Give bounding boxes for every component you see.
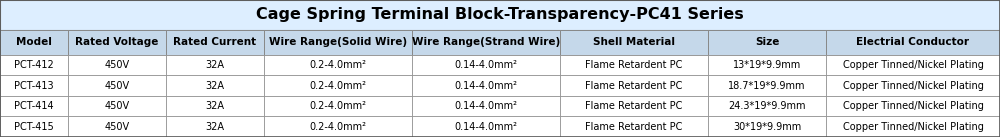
Bar bbox=[560, 30, 708, 55]
Text: 0.2-4.0mm²: 0.2-4.0mm² bbox=[310, 81, 366, 91]
Text: 0.14-4.0mm²: 0.14-4.0mm² bbox=[455, 60, 518, 70]
Text: Model: Model bbox=[16, 37, 52, 47]
Bar bbox=[560, 116, 708, 137]
Bar bbox=[166, 30, 264, 55]
Text: Shell Material: Shell Material bbox=[593, 37, 675, 47]
Bar bbox=[166, 75, 264, 96]
Text: Flame Retardent PC: Flame Retardent PC bbox=[585, 122, 683, 132]
Bar bbox=[826, 96, 1000, 116]
Bar bbox=[0, 55, 68, 75]
Text: 0.14-4.0mm²: 0.14-4.0mm² bbox=[455, 122, 518, 132]
Text: 450V: 450V bbox=[104, 81, 130, 91]
Text: Copper Tinned/Nickel Plating: Copper Tinned/Nickel Plating bbox=[843, 81, 983, 91]
Bar bbox=[68, 96, 166, 116]
Bar bbox=[166, 116, 264, 137]
Bar bbox=[166, 55, 264, 75]
Bar bbox=[412, 75, 560, 96]
Text: Copper Tinned/Nickel Plating: Copper Tinned/Nickel Plating bbox=[843, 101, 983, 111]
Text: 13*19*9.9mm: 13*19*9.9mm bbox=[733, 60, 801, 70]
Text: Copper Tinned/Nickel Plating: Copper Tinned/Nickel Plating bbox=[843, 122, 983, 132]
Text: Wire Range(Strand Wire): Wire Range(Strand Wire) bbox=[412, 37, 560, 47]
Bar bbox=[708, 30, 826, 55]
Bar bbox=[560, 96, 708, 116]
Text: Rated Current: Rated Current bbox=[173, 37, 257, 47]
Bar bbox=[68, 55, 166, 75]
Bar bbox=[826, 116, 1000, 137]
Bar bbox=[412, 55, 560, 75]
Bar bbox=[708, 116, 826, 137]
Text: PCT-412: PCT-412 bbox=[14, 60, 54, 70]
Bar bbox=[826, 30, 1000, 55]
Text: 32A: 32A bbox=[206, 60, 225, 70]
Bar bbox=[0, 0, 1000, 30]
Text: 32A: 32A bbox=[206, 101, 225, 111]
Bar bbox=[560, 75, 708, 96]
Text: 32A: 32A bbox=[206, 81, 225, 91]
Text: 0.2-4.0mm²: 0.2-4.0mm² bbox=[310, 122, 366, 132]
Bar bbox=[826, 75, 1000, 96]
Text: 0.14-4.0mm²: 0.14-4.0mm² bbox=[455, 101, 518, 111]
Bar bbox=[166, 96, 264, 116]
Bar bbox=[264, 55, 412, 75]
Text: 32A: 32A bbox=[206, 122, 225, 132]
Text: PCT-414: PCT-414 bbox=[14, 101, 54, 111]
Text: Wire Range(Solid Wire): Wire Range(Solid Wire) bbox=[269, 37, 407, 47]
Text: 0.2-4.0mm²: 0.2-4.0mm² bbox=[310, 101, 366, 111]
Bar bbox=[708, 55, 826, 75]
Text: Flame Retardent PC: Flame Retardent PC bbox=[585, 101, 683, 111]
Bar bbox=[560, 55, 708, 75]
Bar bbox=[264, 116, 412, 137]
Bar bbox=[708, 75, 826, 96]
Text: 30*19*9.9mm: 30*19*9.9mm bbox=[733, 122, 801, 132]
Text: 24.3*19*9.9mm: 24.3*19*9.9mm bbox=[728, 101, 806, 111]
Text: 0.2-4.0mm²: 0.2-4.0mm² bbox=[310, 60, 366, 70]
Text: Flame Retardent PC: Flame Retardent PC bbox=[585, 60, 683, 70]
Text: 450V: 450V bbox=[104, 101, 130, 111]
Text: Size: Size bbox=[755, 37, 779, 47]
Text: 450V: 450V bbox=[104, 122, 130, 132]
Text: 450V: 450V bbox=[104, 60, 130, 70]
Bar bbox=[264, 30, 412, 55]
Bar bbox=[68, 30, 166, 55]
Bar bbox=[412, 116, 560, 137]
Text: Copper Tinned/Nickel Plating: Copper Tinned/Nickel Plating bbox=[843, 60, 983, 70]
Text: PCT-415: PCT-415 bbox=[14, 122, 54, 132]
Text: Rated Voltage: Rated Voltage bbox=[75, 37, 159, 47]
Bar bbox=[264, 75, 412, 96]
Bar bbox=[68, 116, 166, 137]
Bar bbox=[0, 30, 68, 55]
Text: Electrial Conductor: Electrial Conductor bbox=[856, 37, 970, 47]
Text: 0.14-4.0mm²: 0.14-4.0mm² bbox=[455, 81, 518, 91]
Bar bbox=[0, 75, 68, 96]
Bar bbox=[264, 96, 412, 116]
Text: PCT-413: PCT-413 bbox=[14, 81, 54, 91]
Bar bbox=[0, 116, 68, 137]
Bar bbox=[412, 30, 560, 55]
Bar bbox=[0, 96, 68, 116]
Bar bbox=[412, 96, 560, 116]
Text: Flame Retardent PC: Flame Retardent PC bbox=[585, 81, 683, 91]
Text: 18.7*19*9.9mm: 18.7*19*9.9mm bbox=[728, 81, 806, 91]
Text: Cage Spring Terminal Block-Transparency-PC41 Series: Cage Spring Terminal Block-Transparency-… bbox=[256, 7, 744, 22]
Bar bbox=[708, 96, 826, 116]
Bar bbox=[826, 55, 1000, 75]
Bar bbox=[68, 75, 166, 96]
